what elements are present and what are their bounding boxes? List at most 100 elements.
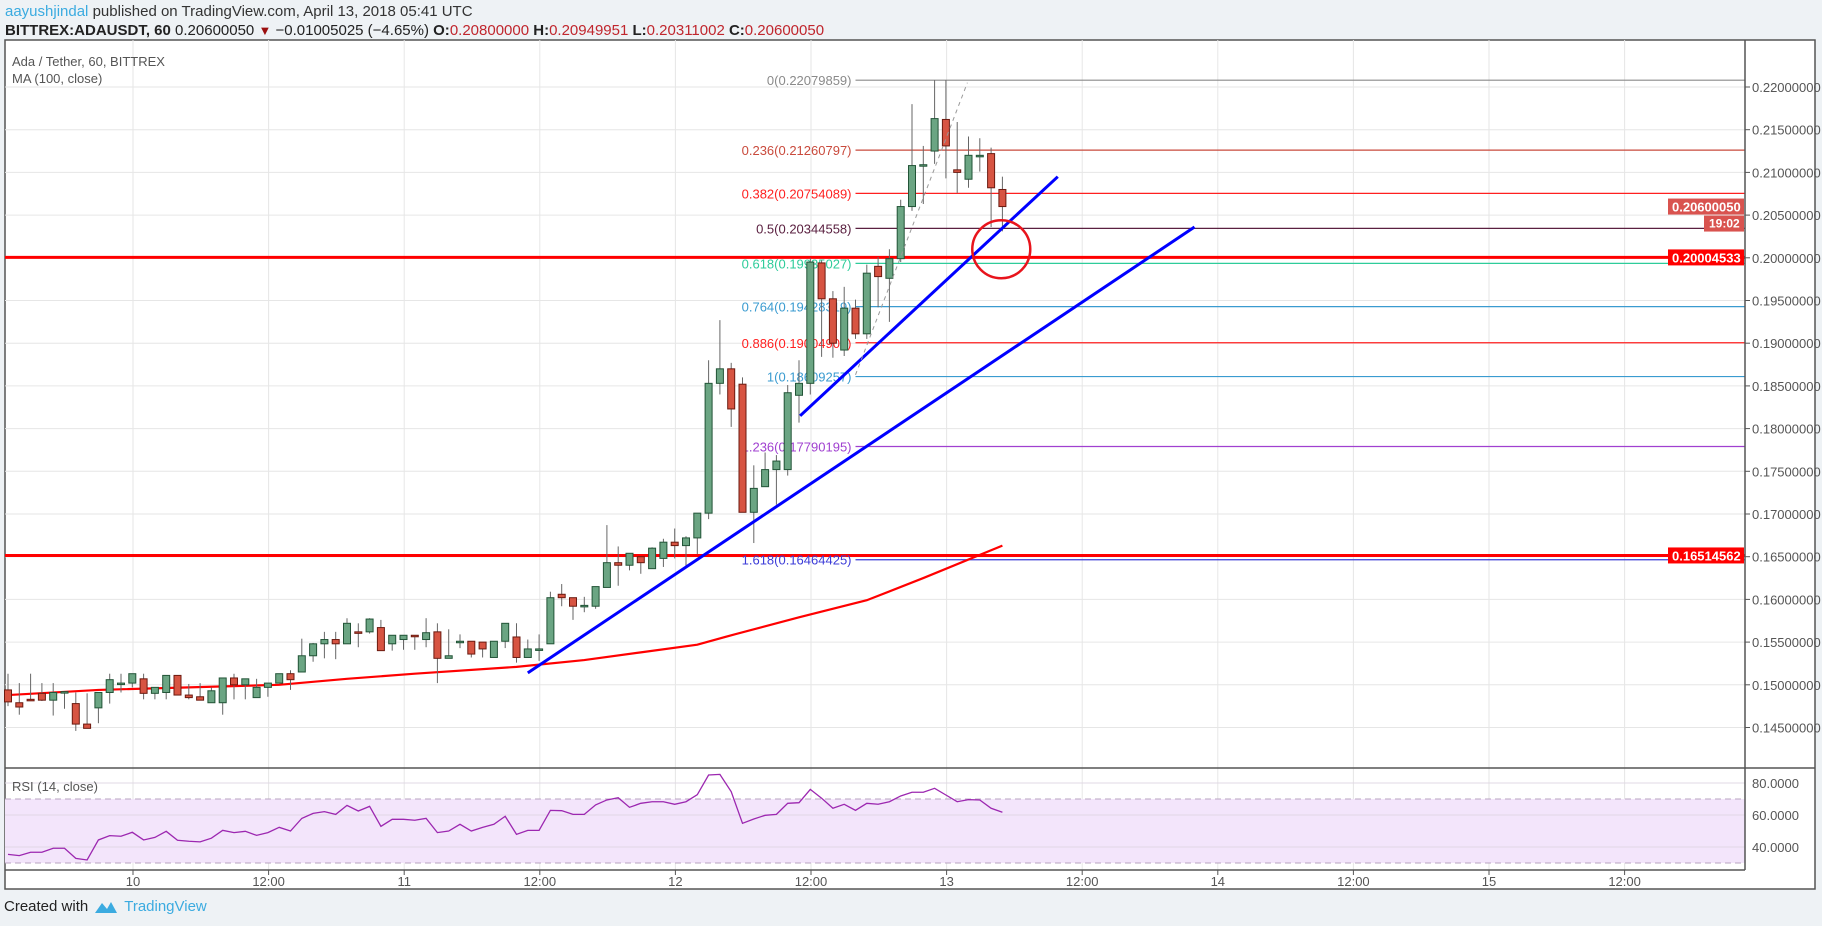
candle-down xyxy=(851,307,860,335)
price-tick-label: 0.16000000 xyxy=(1752,592,1821,607)
candle-down xyxy=(433,631,442,659)
price-tick-label: 0.18000000 xyxy=(1752,422,1821,437)
candle-up xyxy=(309,643,318,657)
ma-legend[interactable]: MA (100, close) xyxy=(12,71,103,86)
candle-up xyxy=(795,382,803,396)
candle-up xyxy=(263,682,272,688)
hline-price-label: 0.16514562 xyxy=(1672,548,1741,563)
high-value: 0.20949951 xyxy=(549,22,629,39)
candle-up xyxy=(704,382,713,514)
candle-down xyxy=(184,694,193,699)
chart-title: Ada / Tether, 60, BITTREX xyxy=(12,54,165,69)
candle-up xyxy=(207,690,216,704)
open-value: 0.20800000 xyxy=(449,22,530,39)
candle-up xyxy=(275,673,284,684)
axes[interactable]: 0.22000000 0.21500000 0.21000000 0.20500000… xyxy=(126,80,1821,889)
low-label: L: xyxy=(632,22,647,39)
price-tick-label: 0.21500000 xyxy=(1752,123,1821,138)
candle-up xyxy=(580,604,589,608)
highlight-circle[interactable] xyxy=(971,219,1032,280)
candle-down xyxy=(512,636,521,658)
candle-down xyxy=(953,169,962,173)
rsi-legend[interactable]: RSI (14, close) xyxy=(12,779,98,794)
candle-up xyxy=(399,634,408,641)
fib-level-label: 0.886(0.19004906) xyxy=(742,336,852,351)
rsi-band xyxy=(5,799,1745,863)
fib-level-label: 0.5(0.20344558) xyxy=(756,221,851,236)
trendline[interactable] xyxy=(526,225,1196,675)
candle-up xyxy=(896,206,905,260)
candle-down xyxy=(26,698,35,702)
candle-up xyxy=(840,307,849,351)
price-tick-label: 0.14500000 xyxy=(1752,721,1821,736)
close-label: C: xyxy=(728,22,745,39)
rsi-tick-label: 60.0000 xyxy=(1752,808,1799,823)
candle-up xyxy=(105,679,114,693)
candle-down xyxy=(670,541,679,547)
candle-down xyxy=(71,703,80,725)
author-link[interactable]: aayushjindal xyxy=(5,3,89,20)
candle-down xyxy=(987,153,996,189)
last-price-badge xyxy=(1668,198,1744,215)
rsi-pane[interactable] xyxy=(5,773,1745,864)
candle-up xyxy=(908,165,916,208)
candle-up xyxy=(975,154,984,158)
price-badges[interactable]: 0.20004533 0.16514562 0.20600050 19:02 xyxy=(1668,198,1744,564)
time-tick-label: 12:00 xyxy=(1337,874,1370,889)
fib-level-label: 0(0.22079859) xyxy=(767,73,852,88)
candle-up xyxy=(489,640,498,658)
close-value: 0.20600050 xyxy=(744,22,825,39)
drawings[interactable] xyxy=(526,82,1196,675)
candle-down xyxy=(15,702,24,708)
candle-up xyxy=(150,686,159,694)
time-tick-label: 14 xyxy=(1211,874,1225,889)
price-tick-label: 0.18500000 xyxy=(1752,379,1821,394)
candle-up xyxy=(241,678,250,686)
time-tick-label: 12:00 xyxy=(1066,874,1099,889)
open-label: O: xyxy=(433,22,450,39)
candle-up xyxy=(546,597,555,645)
time-tick-label: 15 xyxy=(1482,874,1496,889)
rsi-tick-label: 80.0000 xyxy=(1752,776,1799,791)
candle-down xyxy=(173,674,182,696)
created-with: Created with xyxy=(4,898,89,915)
trendline[interactable] xyxy=(799,175,1059,417)
candle-down xyxy=(828,298,837,344)
candle-up xyxy=(422,632,431,641)
candle-up xyxy=(715,368,724,384)
candle-up xyxy=(94,691,103,709)
tradingview-link[interactable]: TradingView xyxy=(124,898,207,915)
time-tick-label: 13 xyxy=(939,874,953,889)
horizontal-lines[interactable] xyxy=(5,255,1745,557)
candle-up xyxy=(648,547,657,570)
fib-level-label: 0.236(0.21260797) xyxy=(742,143,852,158)
candle-up xyxy=(783,392,792,471)
candle-down xyxy=(230,677,238,686)
rsi-tick-label: 40.0000 xyxy=(1752,840,1799,855)
candle-down xyxy=(354,631,363,634)
candle-down xyxy=(37,692,46,701)
fib-level-label: 1.618(0.16464425) xyxy=(742,553,852,568)
candle-up xyxy=(693,512,702,539)
candle-down xyxy=(998,188,1007,208)
candle-down xyxy=(478,641,487,650)
candle-up xyxy=(625,552,634,566)
publish-info: aayushjindal published on TradingView.co… xyxy=(5,3,473,21)
candle-up xyxy=(535,648,544,651)
candle-down xyxy=(467,640,476,655)
candle-up xyxy=(761,469,770,488)
price-tick-label: 0.20000000 xyxy=(1752,251,1821,266)
time-tick-label: 12:00 xyxy=(795,874,828,889)
candle-up xyxy=(297,655,306,673)
time-tick-label: 10 xyxy=(126,874,140,889)
price-tick-label: 0.16500000 xyxy=(1752,550,1821,565)
candle-down xyxy=(4,689,12,703)
candle-down xyxy=(139,678,148,694)
candle-up xyxy=(365,618,374,633)
candle-down xyxy=(196,696,205,701)
fib-retracement[interactable]: 0(0.22079859) 0.236(0.21260797) 0.382(0.20… xyxy=(742,73,1745,568)
price-tick-label: 0.21000000 xyxy=(1752,165,1821,180)
candle-down xyxy=(727,368,736,410)
candle-up xyxy=(862,272,871,335)
